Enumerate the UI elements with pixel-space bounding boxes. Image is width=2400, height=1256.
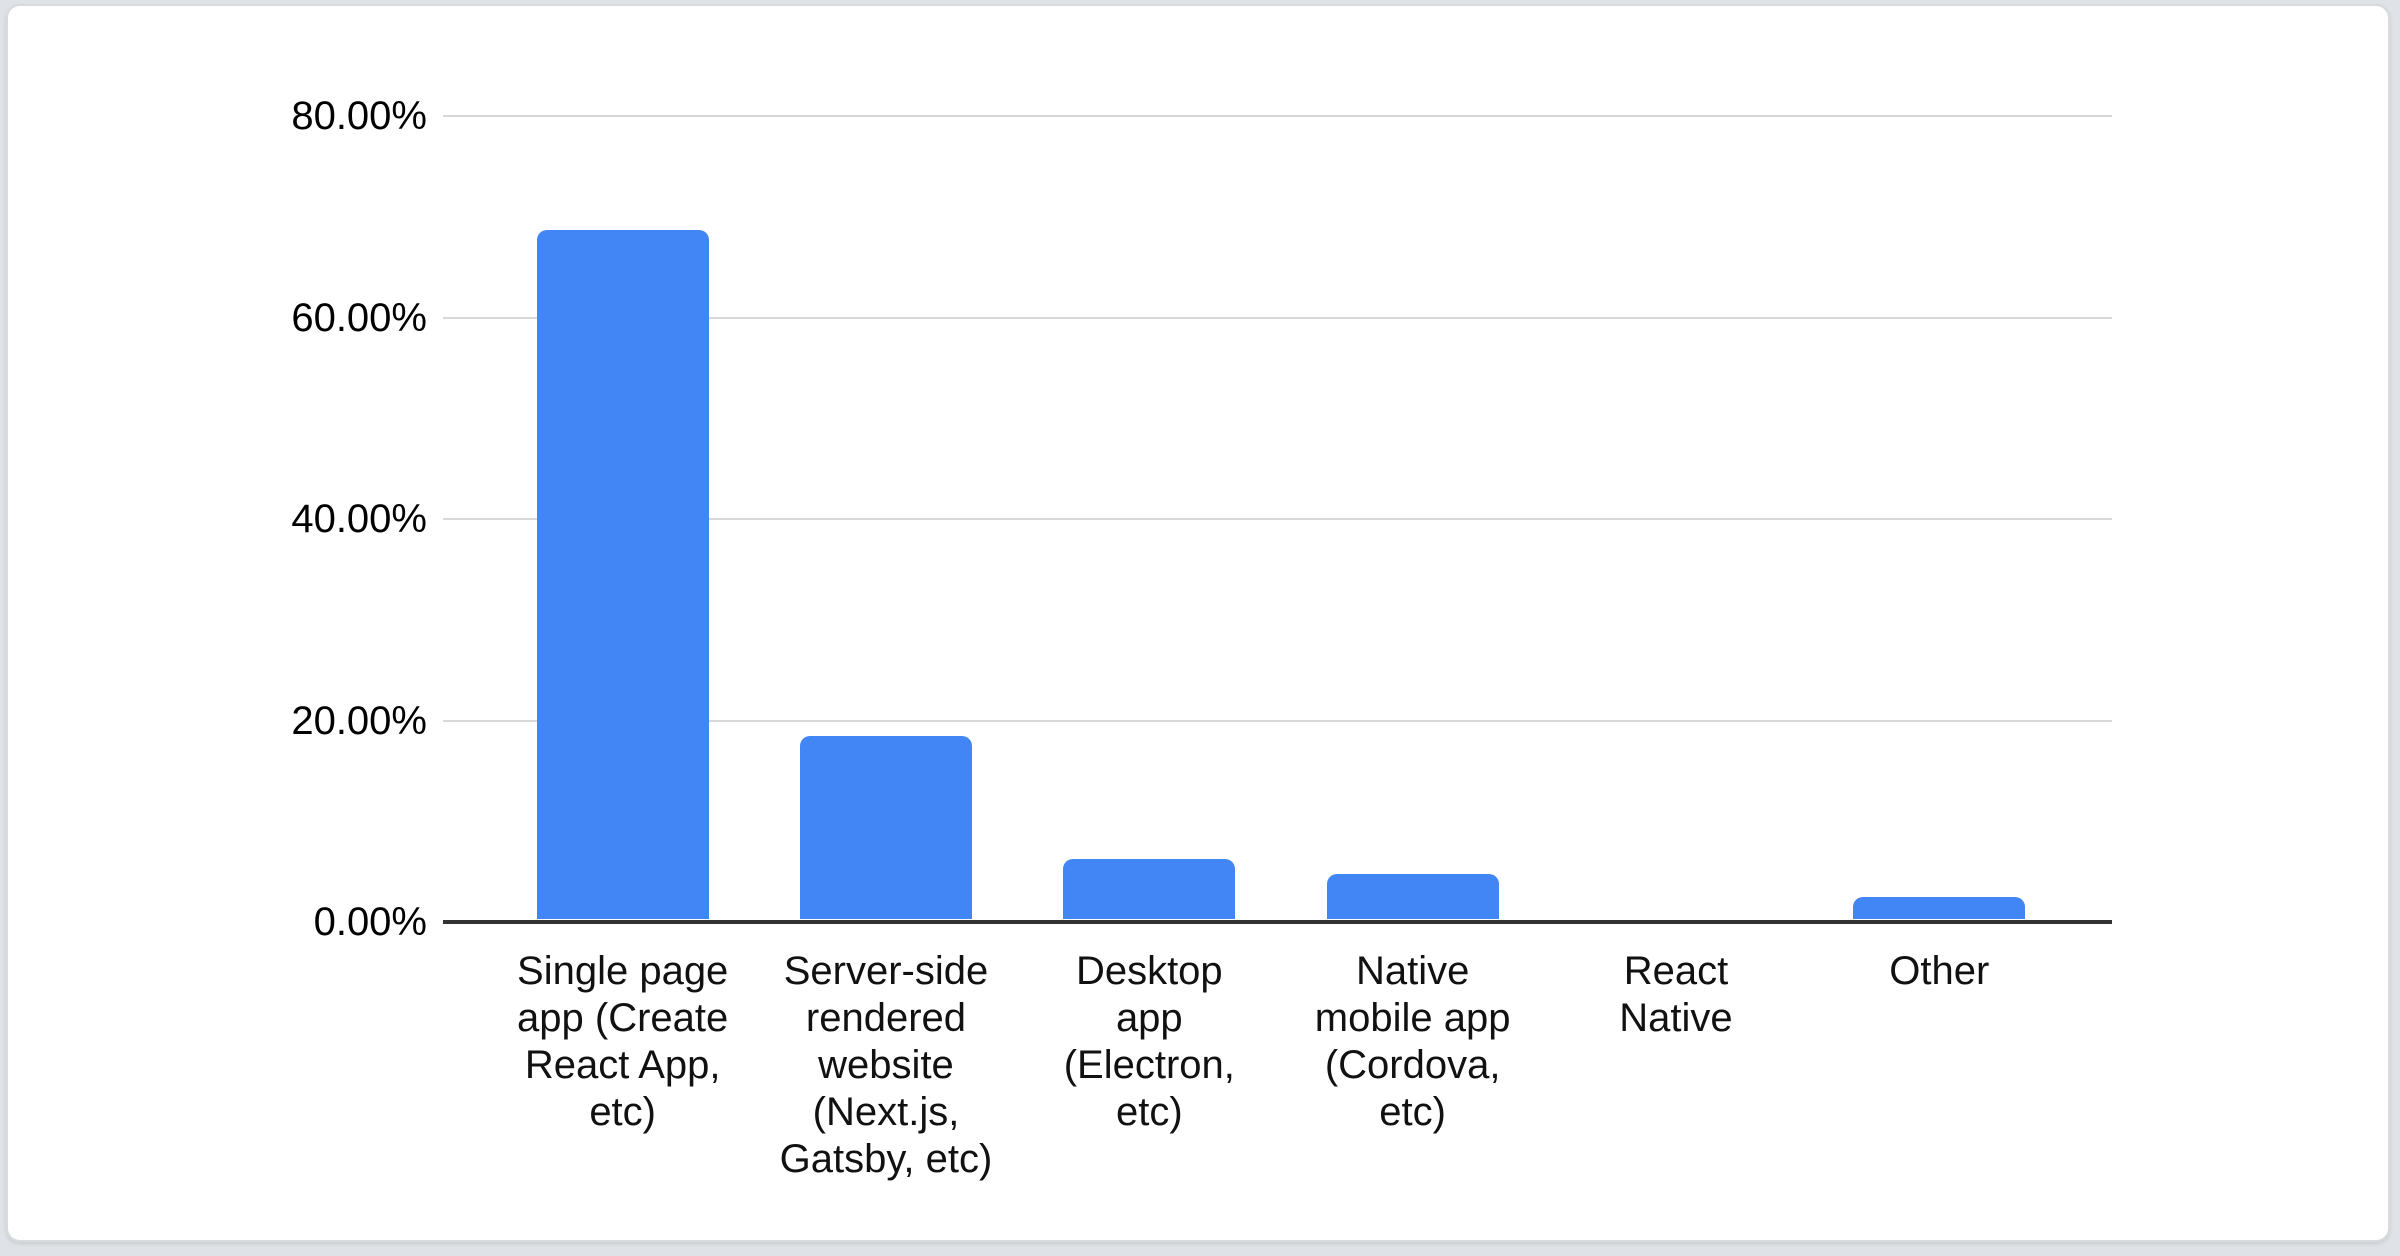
gridline-20 <box>443 719 2112 722</box>
bar-band <box>1018 116 1281 919</box>
gridline-80 <box>443 115 2112 117</box>
x-axis-category-label-4: React Native <box>1619 949 1733 1040</box>
y-axis-tick-label: 60.00% <box>291 295 427 340</box>
bars-row <box>491 116 2071 919</box>
bar-0 <box>536 230 709 919</box>
gridline-40 <box>443 518 2112 520</box>
bar-band <box>1281 116 1544 919</box>
x-axis-baseline <box>443 920 2112 924</box>
gridline-60 <box>443 316 2112 319</box>
y-axis-tick-label: 0.00% <box>313 900 427 944</box>
bar-5 <box>1853 897 2026 919</box>
bar-band <box>1808 116 2071 919</box>
y-axis-tick-label: 20.00% <box>291 698 427 743</box>
x-axis-category-label-5: Other <box>1889 949 1990 993</box>
bar-1 <box>799 736 972 919</box>
x-axis-category-labels: Single page app (Create React App, etc) S… <box>491 948 2071 1183</box>
x-axis-category-label-2: Desktop app (Electron, etc) <box>1063 949 1235 1134</box>
x-axis-category-label-0: Single page app (Create React App, etc) <box>517 949 729 1134</box>
y-axis-tick-label: 80.00% <box>291 94 427 138</box>
bar-band <box>491 116 754 919</box>
bar-band <box>754 116 1017 919</box>
bar-band <box>1544 116 1807 919</box>
bar-2 <box>1063 859 1236 919</box>
x-axis-category-label-1: Server-side rendered website (Next.js, G… <box>779 949 993 1181</box>
chart-card <box>6 4 2390 1242</box>
bar-chart-plot-area <box>443 115 2112 924</box>
bar-3 <box>1326 874 1499 919</box>
x-axis-category-label-3: Native mobile app (Cordova, etc) <box>1314 949 1511 1134</box>
y-axis-tick-label: 40.00% <box>291 497 427 541</box>
